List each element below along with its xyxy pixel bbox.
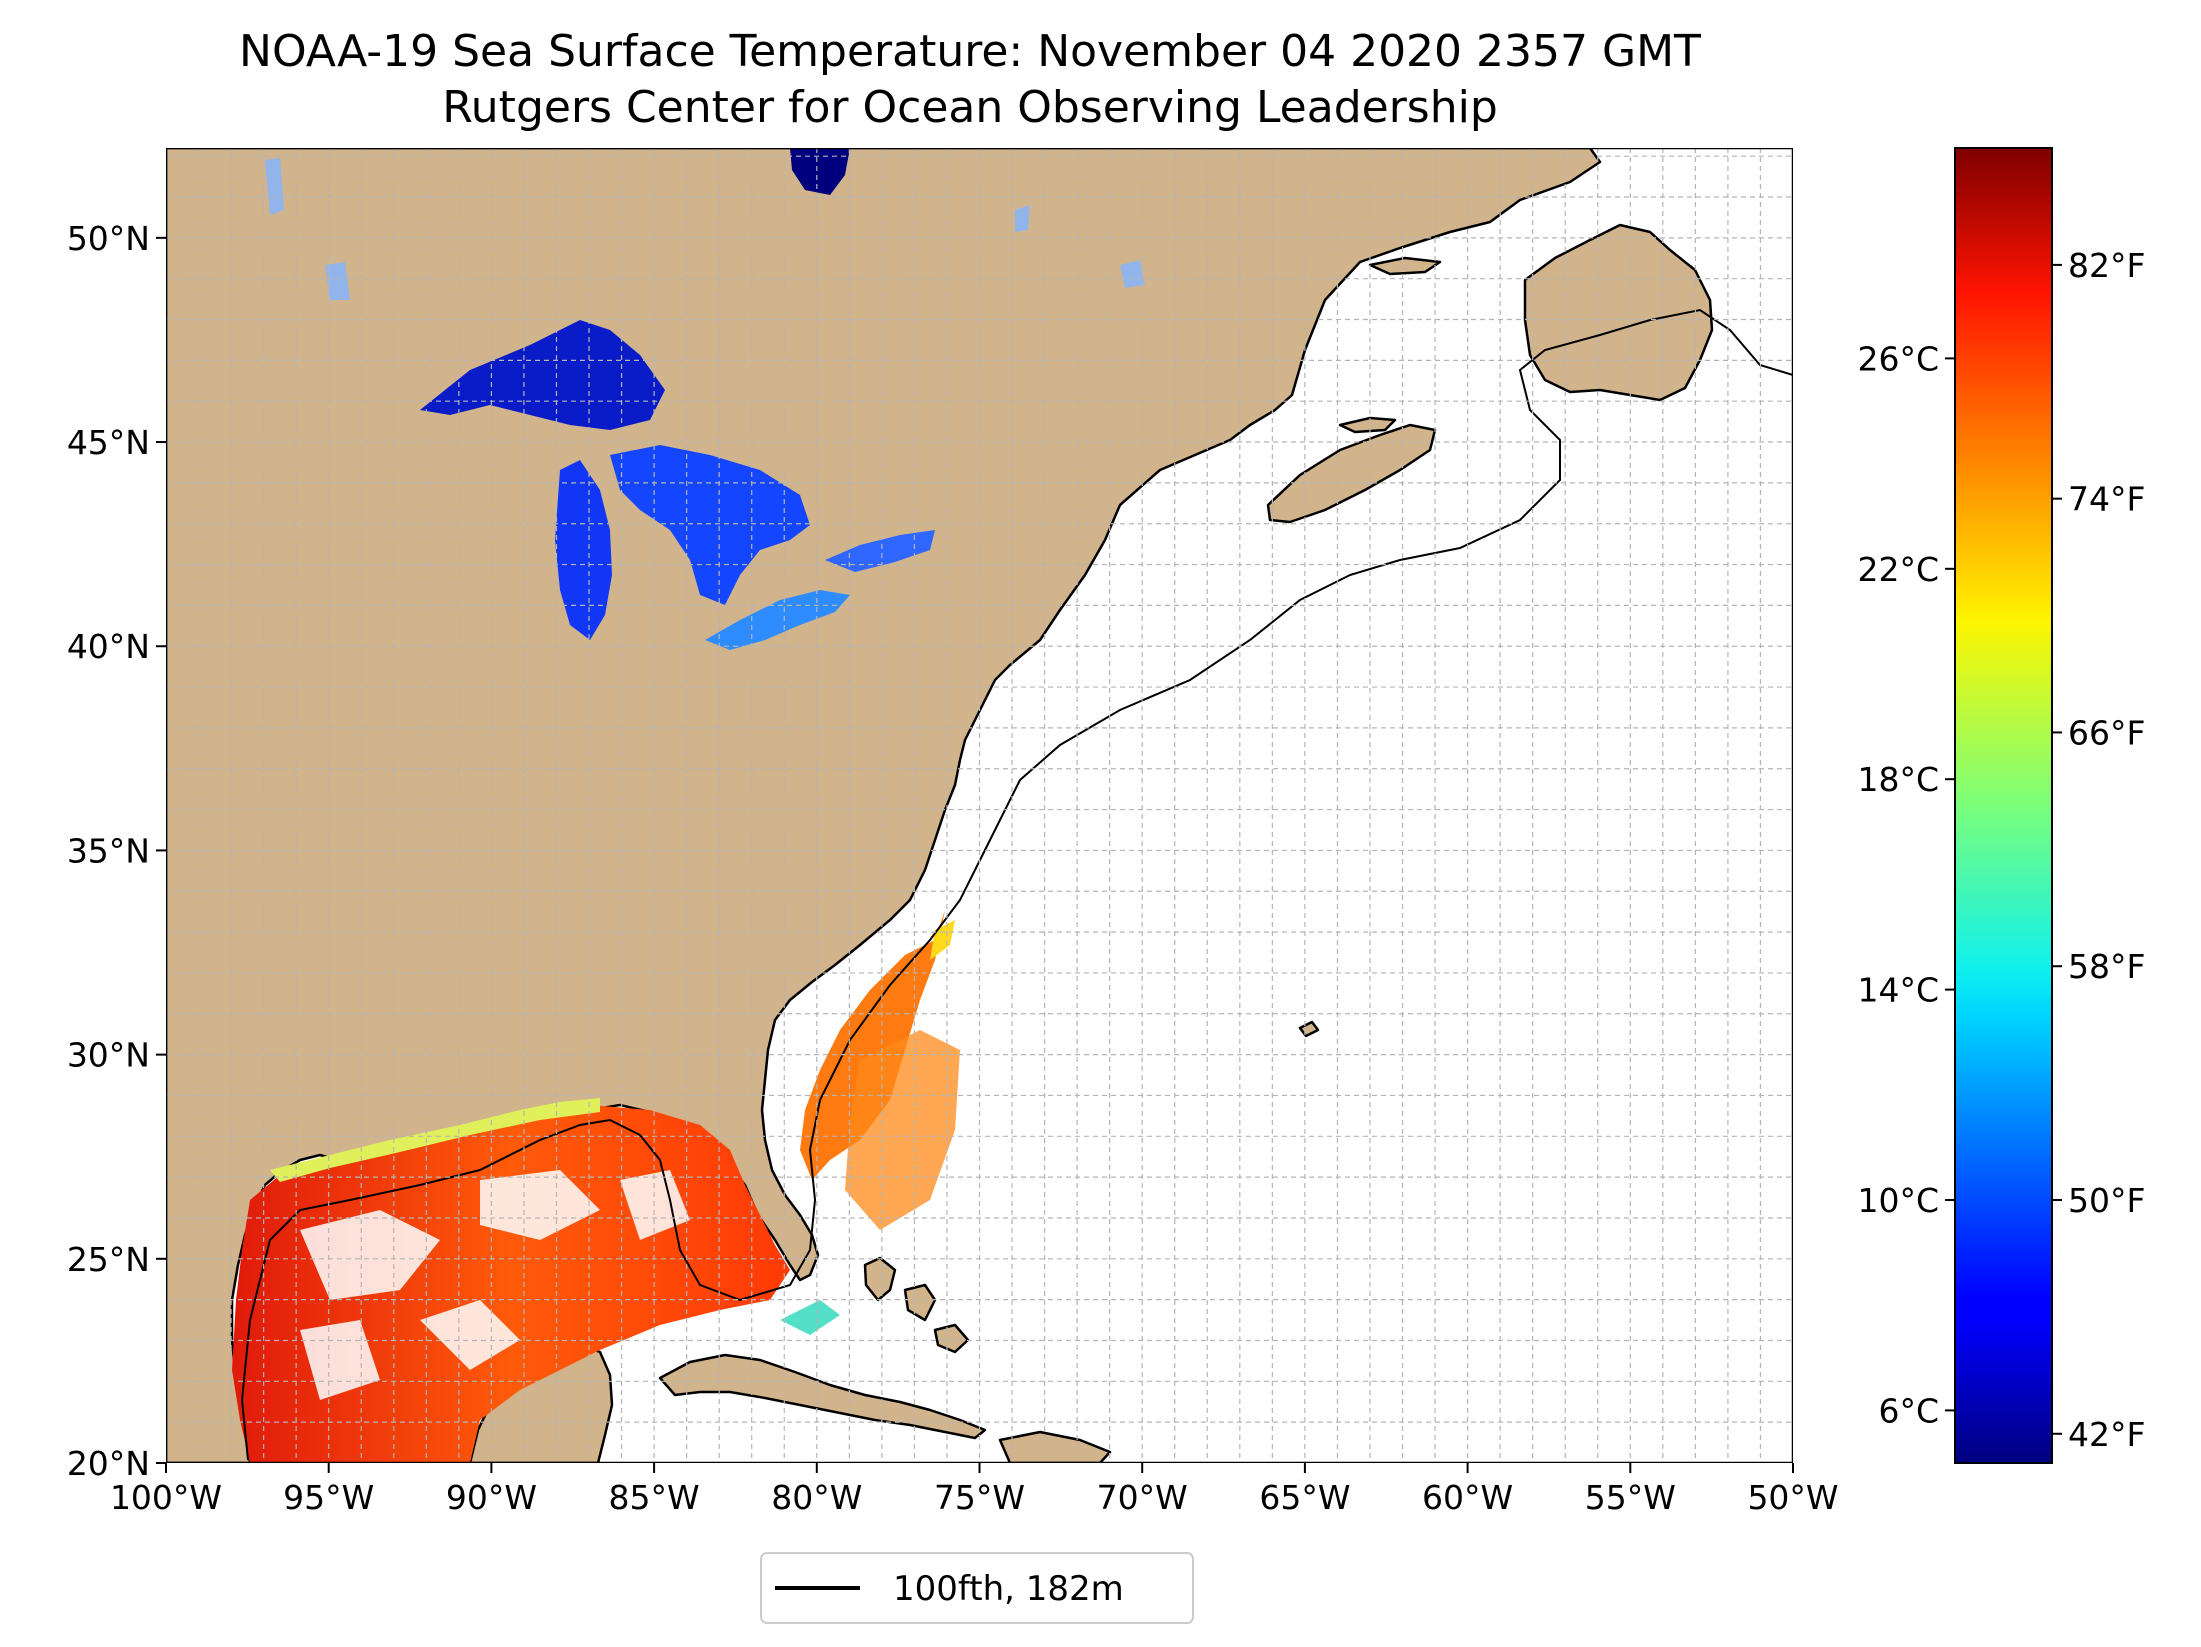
celsius-tick-label: 22°C	[1857, 550, 1939, 589]
map-panel	[166, 148, 1793, 1463]
x-tick-label: 85°W	[609, 1478, 700, 1517]
y-tick-label: 30°N	[67, 1036, 150, 1075]
x-tick-label: 75°W	[934, 1478, 1025, 1517]
celsius-tick-label: 10°C	[1857, 1181, 1939, 1220]
x-tick-label: 90°W	[446, 1478, 537, 1517]
y-tick-label: 40°N	[67, 627, 150, 666]
sst-gulf-white-patches	[300, 1170, 690, 1400]
celsius-tick-label: 26°C	[1857, 339, 1939, 378]
x-tick-label: 65°W	[1259, 1478, 1350, 1517]
colorbar-gradient	[1954, 147, 2053, 1464]
x-tick-label: 95°W	[283, 1478, 374, 1517]
land-bahamas-2	[903, 1283, 937, 1322]
fahrenheit-tick-label: 58°F	[2068, 947, 2145, 986]
legend-box	[760, 1552, 1194, 1624]
y-axis: 20°N 25°N 30°N 35°N 40°N 45°N 50°N	[67, 219, 166, 1483]
title-line-2: Rutgers Center for Ocean Observing Leade…	[442, 82, 1498, 133]
x-tick-label: 100°W	[110, 1478, 222, 1517]
land-hispaniola	[998, 1430, 1112, 1463]
colorbar-fahrenheit-axis: 42°F 50°F 58°F 66°F 74°F 82°F	[2052, 246, 2145, 1454]
x-tick-label: 70°W	[1097, 1478, 1188, 1517]
land-anticosti	[1368, 256, 1442, 276]
celsius-tick-label: 6°C	[1878, 1391, 1939, 1430]
land-nova-scotia	[1266, 423, 1437, 524]
sst-carolina-edge	[930, 920, 955, 960]
colorbar: 6°C 10°C 14°C 18°C 22°C 26°C 42°F 50°F 58°F 66°F…	[1857, 147, 2145, 1464]
small-lakes-2	[325, 262, 350, 300]
fahrenheit-tick-label: 82°F	[2068, 246, 2145, 285]
land-bahamas-3	[933, 1323, 970, 1354]
lake-michigan	[555, 460, 612, 640]
sst-florida-straits	[780, 1300, 840, 1335]
y-tick-label: 50°N	[67, 219, 150, 258]
y-tick-label: 35°N	[67, 831, 150, 870]
lake-erie	[705, 590, 850, 650]
y-tick-label: 45°N	[67, 423, 150, 462]
sst-atlantic-patches	[845, 1030, 960, 1230]
great-lakes-sst	[265, 148, 1145, 650]
gridlines	[166, 148, 1793, 1463]
fahrenheit-tick-label: 66°F	[2068, 713, 2145, 752]
land-cuba	[658, 1353, 987, 1440]
small-lakes-3	[1120, 260, 1145, 288]
legend-label: 100fth, 182m	[893, 1569, 1124, 1609]
lake-huron	[610, 445, 810, 605]
sst-gulf-coast-edge	[270, 1098, 600, 1182]
legend: 100fth, 182m	[760, 1552, 1194, 1624]
x-tick-label: 50°W	[1747, 1478, 1838, 1517]
x-axis: 100°W 95°W 90°W 85°W 80°W 75°W 70°W 65°W 60°W 55°…	[110, 1463, 1839, 1517]
small-lakes-4	[1015, 205, 1030, 232]
lake-ontario	[825, 530, 935, 572]
y-tick-label: 25°N	[67, 1240, 150, 1279]
y-tick-label: 20°N	[67, 1444, 150, 1483]
colorbar-celsius-axis: 6°C 10°C 14°C 18°C 22°C 26°C	[1857, 339, 1955, 1430]
x-tick-label: 55°W	[1585, 1478, 1676, 1517]
fahrenheit-tick-label: 42°F	[2068, 1415, 2145, 1454]
celsius-tick-label: 18°C	[1857, 760, 1939, 799]
lake-superior	[420, 320, 665, 430]
isobath-100fth	[240, 308, 1793, 1461]
fahrenheit-tick-label: 74°F	[2068, 480, 2145, 519]
lake-winnipeg-top	[790, 148, 850, 195]
sst-southeast-coast	[800, 910, 945, 1180]
land-bahamas-1	[863, 1256, 897, 1302]
land-pei	[1338, 416, 1397, 434]
small-lakes-1	[265, 158, 284, 215]
x-tick-label: 60°W	[1422, 1478, 1513, 1517]
fahrenheit-tick-label: 50°F	[2068, 1181, 2145, 1220]
title-line-1: NOAA-19 Sea Surface Temperature: Novembe…	[239, 26, 1701, 77]
celsius-tick-label: 14°C	[1857, 971, 1939, 1010]
x-tick-label: 80°W	[771, 1478, 862, 1517]
